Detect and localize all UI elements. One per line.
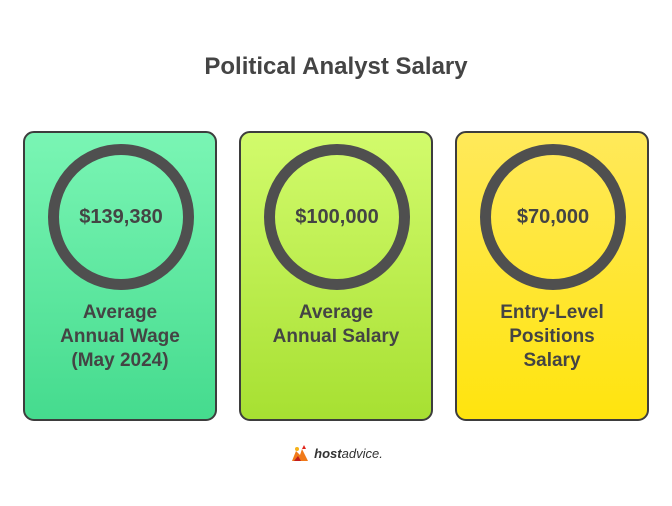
hostadvice-logo-icon	[292, 445, 309, 461]
brand-wordmark: hostadvice.	[314, 446, 383, 461]
label-line: Annual Salary	[272, 326, 400, 347]
value-ring: $70,000	[480, 144, 626, 290]
salary-card-average-annual-wage: $139,380 Average Annual Wage (May 2024)	[23, 131, 217, 421]
value-ring: $100,000	[264, 144, 410, 290]
label-line: Positions	[509, 326, 595, 347]
value-ring: $139,380	[48, 144, 194, 290]
brand-wordmark-rest: advice.	[341, 445, 383, 461]
salary-card-average-annual-salary: $100,000 Average Annual Salary	[239, 131, 433, 421]
salary-card-entry-level: $70,000 Entry-Level Positions Salary	[455, 131, 649, 421]
label-line: Average	[298, 302, 374, 323]
salary-label: Average Annual Wage (May 2024)	[25, 301, 215, 373]
salary-value: $70,000	[516, 205, 590, 228]
salary-value: $139,380	[79, 205, 163, 228]
salary-label: Entry-Level Positions Salary	[457, 301, 647, 373]
label-line: Entry-Level	[500, 302, 604, 323]
label-line: Salary	[523, 350, 581, 371]
label-line: (May 2024)	[71, 350, 169, 371]
brand-wordmark-bold: host	[314, 445, 342, 461]
label-line: Average	[82, 302, 158, 323]
label-line: Annual Wage	[60, 326, 180, 347]
page-title: Political Analyst Salary	[204, 53, 468, 80]
salary-label: Average Annual Salary	[241, 301, 431, 349]
salary-value: $100,000	[295, 205, 379, 228]
brand-footer: hostadvice.	[0, 443, 672, 463]
